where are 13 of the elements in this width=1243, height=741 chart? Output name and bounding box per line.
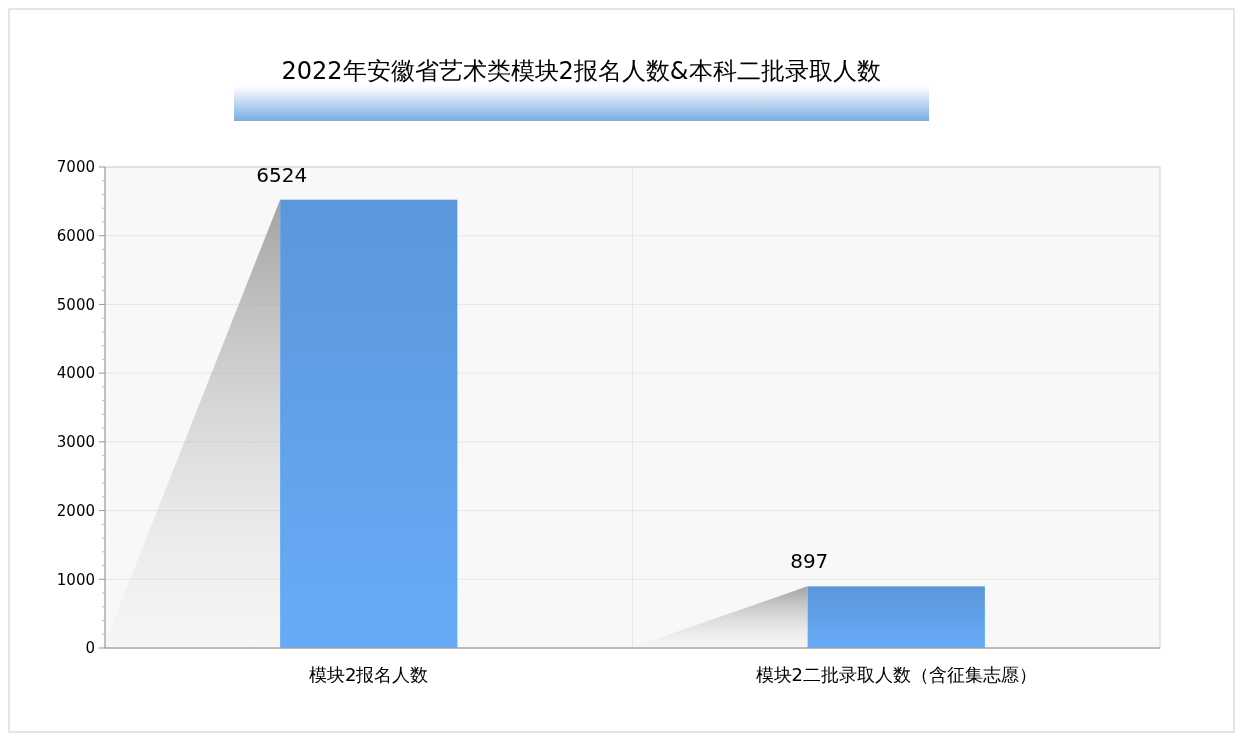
data-label: 6524 xyxy=(256,162,308,187)
y-tick-label: 5000 xyxy=(56,295,95,314)
y-tick-label: 3000 xyxy=(56,433,95,452)
y-tick-label: 0 xyxy=(85,639,95,658)
y-tick-label: 7000 xyxy=(56,158,95,177)
chart-title: 2022年安徽省艺术类模块2报名人数&本科二批录取人数 xyxy=(281,57,881,85)
y-tick-label: 1000 xyxy=(56,570,95,589)
y-tick-label: 6000 xyxy=(56,226,95,245)
y-tick-label: 2000 xyxy=(56,501,95,520)
data-label: 897 xyxy=(790,549,829,574)
x-tick-label: 模块2报名人数 xyxy=(309,664,429,685)
y-tick-label: 4000 xyxy=(56,364,95,383)
x-tick-label: 模块2二批录取人数（含征集志愿） xyxy=(755,664,1037,685)
